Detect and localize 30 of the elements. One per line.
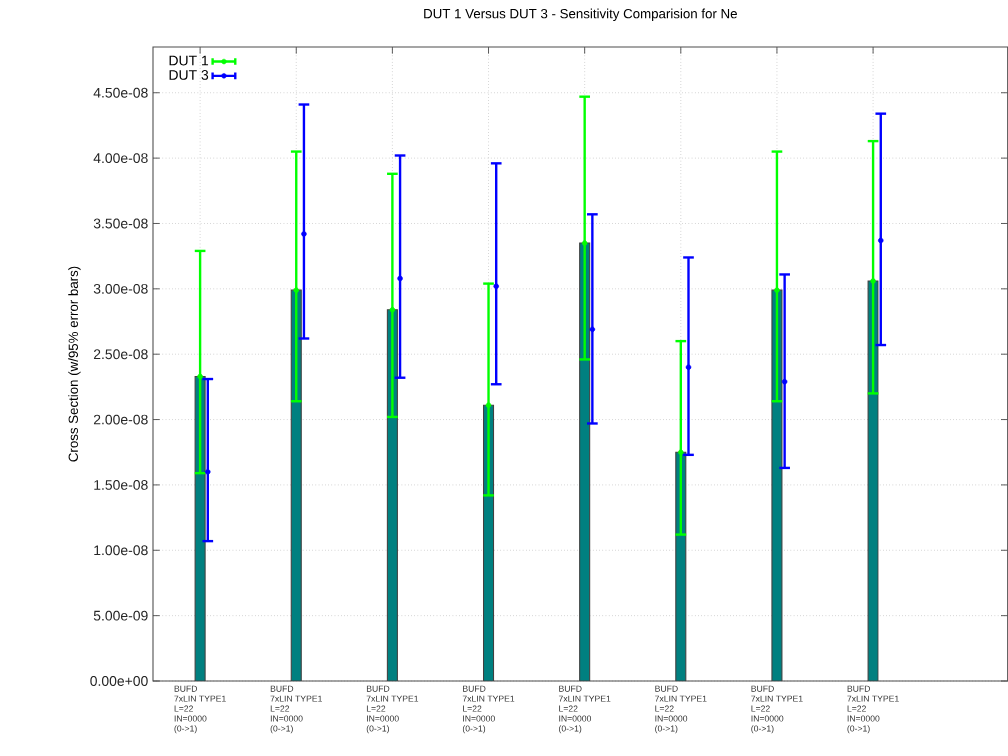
- bar: [290, 289, 302, 681]
- x-tick-label: BUFD 7xLIN TYPE1 L=22 IN=0000 (0->1): [462, 685, 515, 734]
- bar: [194, 375, 206, 681]
- x-tick-label: BUFD 7xLIN TYPE1 L=22 IN=0000 (0->1): [174, 685, 226, 734]
- x-tick-label: BUFD 7xLIN TYPE1 L=22 IN=0000 (0->1): [558, 685, 611, 734]
- bar: [386, 309, 398, 681]
- y-tick-label: 5.00e-09: [93, 610, 148, 621]
- legend-label: DUT 3: [169, 69, 209, 80]
- legend-label: DUT 1: [169, 55, 209, 66]
- y-tick-label: 4.00e-08: [93, 153, 148, 164]
- y-tick-label: 1.00e-08: [94, 545, 148, 556]
- y-tick-label: 2.50e-08: [93, 349, 148, 360]
- bar: [675, 451, 687, 681]
- y-tick-label: 2.00e-08: [93, 414, 148, 425]
- bar: [579, 242, 591, 681]
- chart-title: DUT 1 Versus DUT 3 - Sensitivity Comparision for Ne: [424, 8, 737, 21]
- y-tick-label: 3.00e-08: [93, 283, 148, 294]
- bar: [483, 404, 495, 681]
- y-tick-label: 4.50e-08: [93, 87, 148, 98]
- y-axis-title: Cross Section (w/95% error bars): [68, 266, 81, 462]
- bar: [867, 280, 879, 681]
- bar: [771, 289, 783, 681]
- x-tick-label: BUFD 7xLIN TYPE1 L=22 IN=0000 (0->1): [847, 685, 899, 734]
- y-tick-label: 0.00e+00: [90, 676, 148, 686]
- x-tick-label: BUFD 7xLIN TYPE1 L=22 IN=0000 (0->1): [655, 685, 707, 734]
- x-tick-label: BUFD 7xLIN TYPE1 L=22 IN=0000 (0->1): [751, 685, 803, 734]
- y-tick-label: 3.50e-08: [93, 218, 148, 229]
- x-tick-label: BUFD 7xLIN TYPE1 L=22 IN=0000 (0->1): [270, 685, 322, 734]
- x-tick-label: BUFD 7xLIN TYPE1 L=22 IN=0000 (0->1): [366, 685, 419, 734]
- y-tick-label: 1.50e-08: [94, 479, 148, 490]
